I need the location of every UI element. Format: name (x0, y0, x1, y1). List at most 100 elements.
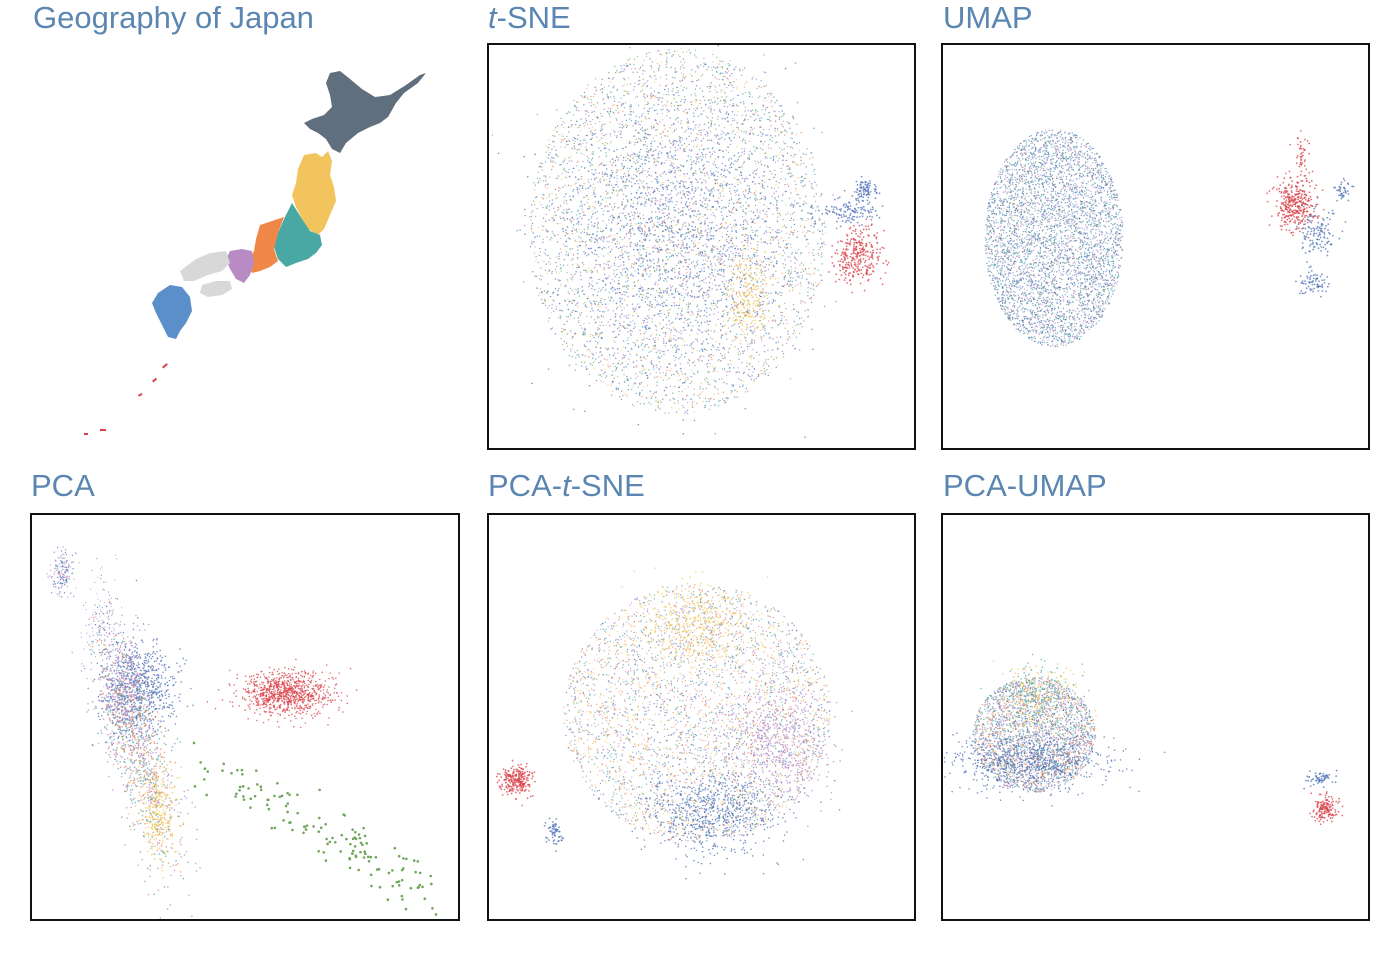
data-point (690, 140, 693, 142)
data-point (588, 322, 591, 324)
data-point (764, 370, 766, 372)
data-point (796, 123, 798, 126)
data-point (614, 159, 617, 162)
data-point (668, 171, 671, 174)
data-point (560, 316, 562, 318)
data-point (814, 268, 816, 270)
data-point (642, 319, 644, 322)
data-point (747, 245, 749, 247)
data-point (714, 88, 716, 91)
data-point (639, 226, 641, 229)
data-point (727, 70, 730, 72)
data-point (722, 310, 724, 312)
data-point (680, 98, 683, 101)
data-point (623, 68, 626, 71)
data-point (650, 76, 652, 78)
data-point (640, 322, 642, 324)
data-point (685, 258, 688, 261)
data-point (721, 378, 723, 380)
data-point (583, 293, 586, 296)
data-point (717, 228, 719, 230)
data-point (604, 368, 606, 370)
data-point (633, 63, 635, 66)
data-point (697, 242, 700, 244)
data-point (557, 317, 560, 319)
data-point (726, 338, 728, 340)
data-point (715, 166, 717, 169)
data-point (588, 348, 590, 351)
data-point (736, 131, 738, 133)
data-point (616, 273, 618, 276)
data-point (644, 132, 647, 135)
data-point (644, 118, 647, 120)
data-point (713, 174, 716, 177)
data-point (639, 224, 641, 227)
data-point (740, 174, 743, 176)
data-point (741, 114, 744, 116)
data-point (755, 377, 758, 380)
data-point (691, 69, 693, 71)
data-point (730, 284, 732, 286)
data-point (696, 188, 698, 191)
data-point (755, 255, 757, 257)
data-point (786, 165, 788, 167)
data-point (748, 154, 750, 156)
data-point (576, 292, 579, 295)
data-point (626, 274, 628, 277)
data-point (714, 67, 717, 69)
data-point (748, 345, 751, 347)
data-point (592, 233, 595, 235)
data-point (754, 214, 756, 217)
data-point (598, 356, 600, 358)
data-point (661, 327, 663, 330)
data-point (547, 146, 550, 149)
data-point (721, 67, 724, 69)
data-point (678, 302, 681, 304)
data-point (653, 126, 655, 129)
data-point (799, 323, 801, 326)
data-point (596, 210, 599, 213)
data-point (805, 177, 807, 179)
data-point (619, 315, 621, 317)
data-point (608, 85, 610, 87)
data-point (612, 215, 614, 217)
data-point (700, 268, 703, 270)
data-point (634, 308, 636, 310)
data-point (561, 343, 564, 346)
data-point (635, 96, 637, 98)
data-point (687, 223, 690, 225)
data-point (686, 159, 688, 162)
data-point (537, 182, 540, 184)
data-point (742, 138, 745, 140)
data-point (562, 186, 564, 188)
data-point (664, 335, 666, 337)
data-point (544, 220, 547, 222)
data-point (614, 336, 617, 339)
data-point (787, 269, 789, 272)
data-point (790, 285, 792, 287)
data-point (592, 205, 594, 208)
data-point (591, 151, 593, 153)
data-point (732, 268, 735, 271)
data-point (632, 135, 635, 137)
data-point (777, 347, 779, 349)
data-point (585, 269, 587, 272)
data-point (599, 310, 601, 312)
data-point (599, 306, 601, 308)
data-point (724, 369, 726, 372)
data-point (623, 90, 625, 92)
data-point (541, 275, 543, 277)
data-point (708, 267, 710, 269)
data-point (597, 263, 599, 266)
data-point (578, 356, 580, 358)
data-point (781, 350, 784, 353)
data-point (630, 205, 632, 208)
data-point (594, 78, 597, 80)
data-point (802, 162, 805, 165)
data-point (745, 130, 747, 132)
data-point (798, 149, 801, 152)
data-point (733, 80, 735, 83)
data-point (799, 282, 802, 284)
data-point (603, 268, 605, 271)
data-point (555, 271, 558, 273)
